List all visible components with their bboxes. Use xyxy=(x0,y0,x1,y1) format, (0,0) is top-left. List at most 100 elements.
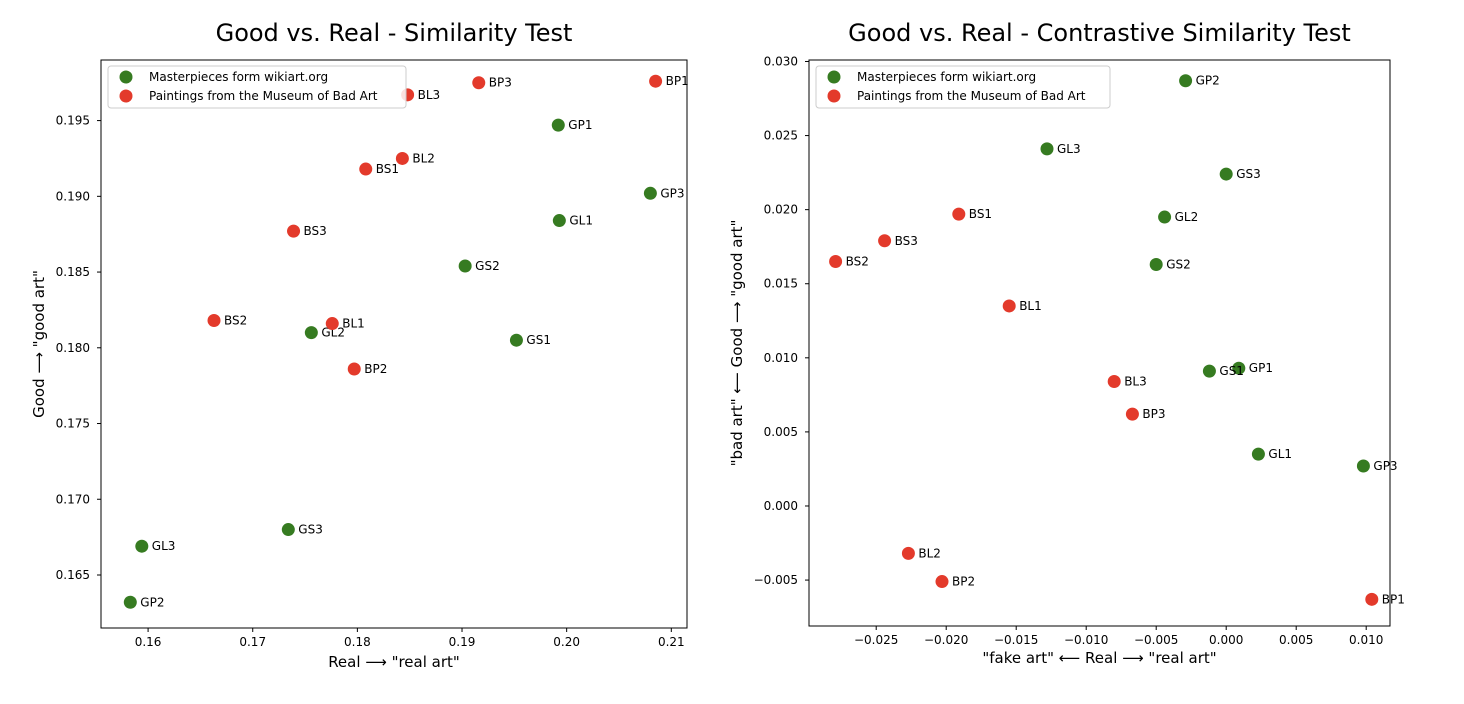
point-gp2 xyxy=(123,595,137,609)
y-tick-label: 0.195 xyxy=(56,114,90,128)
point-label-bl3: BL3 xyxy=(418,88,441,102)
point-label-bl3: BL3 xyxy=(1124,375,1147,389)
point-label-bs2: BS2 xyxy=(224,314,247,328)
y-tick-label: 0.190 xyxy=(56,189,90,203)
point-label-gs1: GS1 xyxy=(526,333,551,347)
point-label-bl2: BL2 xyxy=(918,546,941,560)
x-tick-label: −0.015 xyxy=(994,633,1038,647)
point-gs1 xyxy=(1202,364,1216,378)
x-tick-label: 0.17 xyxy=(239,635,266,649)
point-bp2 xyxy=(347,362,361,376)
legend-marker-1 xyxy=(827,70,841,84)
point-label-gp3: GP3 xyxy=(1373,459,1397,473)
y-tick-label: 0.185 xyxy=(56,265,90,279)
point-gl2 xyxy=(304,326,318,340)
point-label-gp2: GP2 xyxy=(140,595,164,609)
y-tick-label: −0.005 xyxy=(754,573,798,587)
point-label-bp2: BP2 xyxy=(952,575,975,589)
x-tick-label: 0.21 xyxy=(658,635,685,649)
legend-marker-1 xyxy=(119,70,133,84)
point-label-gp3: GP3 xyxy=(660,186,684,200)
point-gs1 xyxy=(509,333,523,347)
point-label-gl1: GL1 xyxy=(1268,447,1292,461)
point-label-gl2: GL2 xyxy=(1175,210,1199,224)
legend-box xyxy=(107,65,407,109)
chart-panel-2: Good vs. Real - Contrastive Similarity T… xyxy=(728,19,1405,667)
x-tick-label: 0.010 xyxy=(1349,633,1383,647)
point-label-gl3: GL3 xyxy=(1057,142,1081,156)
point-gp3 xyxy=(1356,459,1370,473)
legend: Masterpieces form wikiart.org Paintings f… xyxy=(107,65,407,109)
point-gl1 xyxy=(1251,447,1265,461)
legend-entry-1: Masterpieces form wikiart.org xyxy=(149,70,328,84)
y-tick-label: 0.015 xyxy=(764,277,798,291)
point-gp2 xyxy=(1179,74,1193,88)
point-bp3 xyxy=(472,76,486,90)
y-tick-label: 0.010 xyxy=(764,351,798,365)
x-tick-label: −0.025 xyxy=(854,633,898,647)
x-tick-label: −0.010 xyxy=(1064,633,1108,647)
y-tick-label: 0.175 xyxy=(56,417,90,431)
point-gl3 xyxy=(135,539,149,553)
y-tick-label: 0.165 xyxy=(56,568,90,582)
point-bp1 xyxy=(1365,592,1379,606)
point-label-gp1: GP1 xyxy=(1249,361,1273,375)
point-bs3 xyxy=(878,234,892,248)
point-label-gs3: GS3 xyxy=(1236,167,1261,181)
point-gp3 xyxy=(643,186,657,200)
point-label-bs2: BS2 xyxy=(846,255,869,269)
point-gl2 xyxy=(1158,210,1172,224)
point-bs1 xyxy=(952,207,966,221)
point-gs2 xyxy=(1149,257,1163,271)
point-gl3 xyxy=(1040,142,1054,156)
point-bl2 xyxy=(901,546,915,560)
point-label-bp3: BP3 xyxy=(1142,407,1165,421)
point-label-gs2: GS2 xyxy=(475,259,500,273)
x-tick-label: 0.16 xyxy=(135,635,162,649)
point-label-gp2: GP2 xyxy=(1196,74,1220,88)
point-label-bl1: BL1 xyxy=(1019,299,1042,313)
point-gs3 xyxy=(281,523,295,537)
y-tick-label: 0.005 xyxy=(764,425,798,439)
point-label-gl3: GL3 xyxy=(152,539,176,553)
point-label-bl1: BL1 xyxy=(342,317,365,331)
point-gp1 xyxy=(551,118,565,132)
point-bl2 xyxy=(395,151,409,165)
point-label-gs3: GS3 xyxy=(298,523,323,537)
x-tick-label: 0.20 xyxy=(553,635,580,649)
y-tick-label: 0.180 xyxy=(56,341,90,355)
x-axis-label: Real ⟶ "real art" xyxy=(328,653,460,671)
point-gp1 xyxy=(1232,361,1246,375)
point-label-bp1: BP1 xyxy=(1382,592,1405,606)
point-label-bp3: BP3 xyxy=(489,76,512,90)
point-label-bs1: BS1 xyxy=(969,207,992,221)
point-label-bp1: BP1 xyxy=(666,74,689,88)
point-gl1 xyxy=(552,214,566,228)
x-tick-label: 0.000 xyxy=(1209,633,1243,647)
point-bl1 xyxy=(1002,299,1016,313)
point-label-gp1: GP1 xyxy=(568,118,592,132)
x-tick-label: −0.020 xyxy=(924,633,968,647)
point-gs3 xyxy=(1219,167,1233,181)
legend-entry-2: Paintings from the Museum of Bad Art xyxy=(857,89,1086,103)
point-bl1 xyxy=(325,317,339,331)
point-bs3 xyxy=(287,224,301,238)
point-label-bp2: BP2 xyxy=(364,362,387,376)
point-label-bs3: BS3 xyxy=(304,224,327,238)
x-tick-label: 0.19 xyxy=(449,635,476,649)
x-tick-label: −0.005 xyxy=(1134,633,1178,647)
point-bp2 xyxy=(935,575,949,589)
point-label-bs1: BS1 xyxy=(376,162,399,176)
legend-entry-1: Masterpieces form wikiart.org xyxy=(857,70,1036,84)
legend-marker-2 xyxy=(119,89,133,103)
y-tick-label: 0.020 xyxy=(764,203,798,217)
y-axis-label: "bad art" ⟵ Good ⟶ "good art" xyxy=(728,220,746,467)
point-label-gs2: GS2 xyxy=(1166,257,1191,271)
point-bp1 xyxy=(649,74,663,88)
legend-marker-2 xyxy=(827,89,841,103)
legend: Masterpieces form wikiart.org Paintings f… xyxy=(815,65,1111,109)
legend-box xyxy=(815,65,1111,109)
y-tick-label: 0.025 xyxy=(764,129,798,143)
